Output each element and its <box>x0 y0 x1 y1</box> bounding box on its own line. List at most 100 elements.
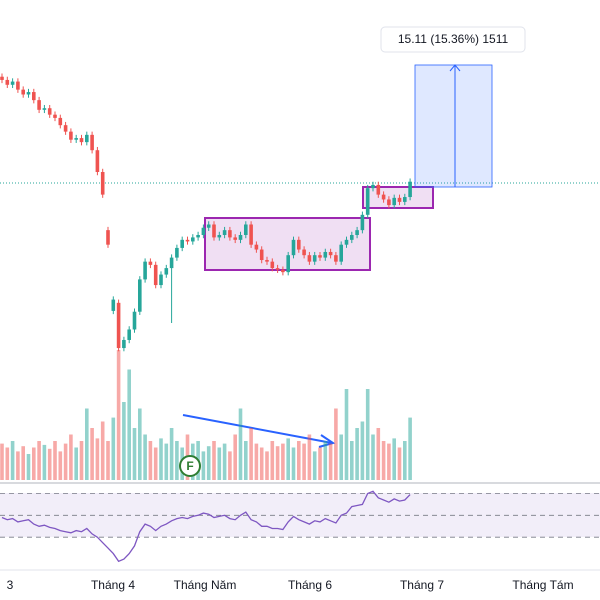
candle-body <box>360 214 365 231</box>
volume-bar <box>265 451 269 480</box>
candle-body <box>206 224 211 228</box>
x-tick-label: Tháng 6 <box>288 578 332 592</box>
volume-bar <box>106 441 110 480</box>
x-tick-label: 3 <box>7 578 14 592</box>
event-marker[interactable] <box>179 455 201 477</box>
candle-body <box>196 234 200 238</box>
volume-bar <box>217 447 222 480</box>
volume-bar <box>37 441 41 480</box>
candle-body <box>185 239 190 242</box>
volume-bar <box>85 408 89 480</box>
candle-body <box>397 197 402 202</box>
candle-body <box>85 134 89 143</box>
volume-bar <box>254 443 259 480</box>
candle-body <box>291 239 296 256</box>
volume-bar <box>164 443 169 480</box>
candle-body <box>259 249 264 261</box>
candle-body <box>281 269 285 273</box>
candle-body <box>26 92 31 95</box>
volume-bar <box>16 451 20 480</box>
candle-body <box>323 251 328 258</box>
volume-bar <box>275 446 280 480</box>
volume-bar <box>100 421 105 480</box>
volume-bar <box>132 428 137 480</box>
volume-bar <box>302 443 306 480</box>
volume-bar <box>53 441 57 480</box>
candle-body <box>10 81 15 85</box>
candle-body <box>79 138 84 143</box>
candle-body <box>355 230 359 235</box>
volume-bar <box>159 438 163 480</box>
volume-bar <box>323 441 328 480</box>
volume-bar <box>122 402 126 480</box>
volume-bar <box>175 441 179 480</box>
volume-bar <box>371 434 375 480</box>
marks <box>0 73 600 563</box>
trend-arrow <box>182 414 333 444</box>
candle-body <box>265 260 269 262</box>
candle-body <box>169 257 174 269</box>
candle-body <box>69 131 73 140</box>
candle-body <box>148 261 153 265</box>
candle-body <box>32 92 36 101</box>
candle-body <box>47 108 52 115</box>
volume-bar <box>32 447 36 480</box>
event-marker-label: F <box>186 459 193 473</box>
candle-body <box>318 255 322 258</box>
volume-bar <box>206 446 211 480</box>
candle-body <box>217 234 222 238</box>
measure-arrow-head <box>449 64 461 72</box>
candle-body <box>408 181 412 198</box>
volume-bar <box>212 441 216 480</box>
candle-body <box>201 227 206 235</box>
volume-bar <box>355 428 359 480</box>
candle-body <box>42 108 47 110</box>
volume-bar <box>153 447 158 480</box>
candle-body <box>381 194 386 200</box>
volume-bar <box>328 443 333 480</box>
volume-bar <box>344 389 349 480</box>
candle-body <box>143 261 147 280</box>
volume-bar <box>297 441 301 480</box>
volume-bar <box>79 441 84 480</box>
rsi-line <box>1 490 411 563</box>
candle-body <box>244 224 248 235</box>
volume-bar <box>244 441 248 480</box>
volume-bar <box>0 443 4 480</box>
candle-body <box>302 249 306 256</box>
candle-body <box>212 224 216 238</box>
volume-bar <box>47 448 52 480</box>
candle-body <box>16 81 20 90</box>
volume-bar <box>408 417 412 480</box>
candle-body <box>228 230 232 238</box>
volume-bar <box>228 451 232 480</box>
volume-bar <box>58 451 63 480</box>
volume-bar <box>392 438 396 480</box>
volume-bar <box>291 447 296 480</box>
volume-bar <box>249 428 253 480</box>
measure-box <box>414 64 493 188</box>
candle-body <box>238 234 243 240</box>
candle-body <box>387 199 391 206</box>
volume-bar <box>270 441 275 480</box>
volume-bar <box>318 447 322 480</box>
candle-body <box>100 172 105 195</box>
candle-body <box>132 311 137 330</box>
volume-bar <box>312 451 317 480</box>
candle-body <box>297 239 301 250</box>
volume-bar <box>281 443 285 480</box>
candle-body <box>376 184 381 195</box>
candle-body <box>95 150 100 173</box>
volume-bar <box>381 441 386 480</box>
candle-body <box>58 117 63 126</box>
candle-body <box>312 255 317 262</box>
volume-bar <box>42 444 47 480</box>
candle-body <box>286 255 290 273</box>
candle-body <box>344 239 349 245</box>
candle-body <box>127 329 131 340</box>
volume-bar <box>90 428 94 480</box>
candle-body <box>63 125 68 132</box>
candle-body <box>138 279 142 312</box>
volume-bar <box>307 434 312 480</box>
candle-body <box>37 100 41 110</box>
